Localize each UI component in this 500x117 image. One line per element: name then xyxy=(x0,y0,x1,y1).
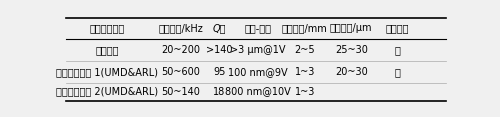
Text: Q值: Q值 xyxy=(212,23,226,33)
Text: 800 nm@10V: 800 nm@10V xyxy=(226,86,291,97)
Text: 20~30: 20~30 xyxy=(335,67,368,77)
Text: 否: 否 xyxy=(395,67,400,77)
Text: 1~3: 1~3 xyxy=(294,86,315,97)
Text: 100 nm@9V: 100 nm@9V xyxy=(228,67,288,77)
Text: 1~3: 1~3 xyxy=(294,67,315,77)
Text: 95: 95 xyxy=(213,67,226,77)
Text: 25~30: 25~30 xyxy=(335,45,368,55)
Text: >3 μm@1V: >3 μm@1V xyxy=(230,45,286,55)
Text: 50~140: 50~140 xyxy=(161,86,200,97)
Text: 国际最新进展 2(UMD&ARL): 国际最新进展 2(UMD&ARL) xyxy=(56,86,158,97)
Text: 18: 18 xyxy=(214,86,226,97)
Text: 谐振频率/kHz: 谐振频率/kHz xyxy=(158,23,203,33)
Text: >140: >140 xyxy=(206,45,233,55)
Text: 位移-电压: 位移-电压 xyxy=(244,23,272,33)
Text: 2~5: 2~5 xyxy=(294,45,315,55)
Text: 能否集成: 能否集成 xyxy=(386,23,409,33)
Text: 定子厚度/μm: 定子厚度/μm xyxy=(330,23,372,33)
Text: 圆盘直径/mm: 圆盘直径/mm xyxy=(282,23,328,33)
Text: 微马达执行器: 微马达执行器 xyxy=(90,23,124,33)
Text: 国际最新进展 1(UMD&ARL): 国际最新进展 1(UMD&ARL) xyxy=(56,67,158,77)
Text: 能: 能 xyxy=(395,45,400,55)
Text: 自研芯片: 自研芯片 xyxy=(96,45,119,55)
Text: 50~600: 50~600 xyxy=(161,67,200,77)
Text: 20~200: 20~200 xyxy=(161,45,200,55)
